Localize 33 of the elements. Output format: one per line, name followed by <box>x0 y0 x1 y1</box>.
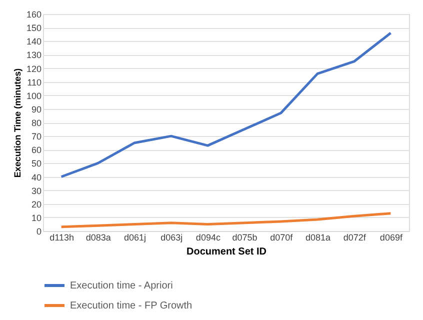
x-tick-label: d061j <box>124 232 146 242</box>
x-tick-label: d072f <box>343 232 366 242</box>
y-tick-label: 160 <box>26 10 42 20</box>
legend-label: Execution time - FP Growth <box>70 300 192 312</box>
legend-label: Execution time - Apriori <box>70 280 173 292</box>
line-series <box>60 32 392 178</box>
y-tick-label: 90 <box>31 104 42 114</box>
y-tick-label: 80 <box>31 118 42 128</box>
y-tick-label: 110 <box>27 77 42 88</box>
y-tick-label: 100 <box>26 90 42 101</box>
y-tick-label: 120 <box>26 64 42 74</box>
x-tick-label: d081a <box>305 232 331 242</box>
y-tick-label: 0 <box>36 226 42 236</box>
y-tick-label: 10 <box>31 212 42 223</box>
x-tick-label: d070f <box>270 232 294 242</box>
y-tick-label: 150 <box>26 23 42 34</box>
y-tick-label: 20 <box>31 199 42 210</box>
line-series <box>60 212 392 228</box>
y-tick-label: 140 <box>26 36 42 47</box>
x-tick-label: d075b <box>232 232 258 242</box>
y-tick-label: 30 <box>31 186 42 196</box>
y-tick-label: 40 <box>31 172 42 182</box>
y-tick-label: 70 <box>31 132 42 142</box>
x-tick-label: d094c <box>196 232 221 242</box>
y-tick-label: 50 <box>31 158 42 169</box>
y-tick-label: 60 <box>31 145 42 156</box>
x-axis-title: Document Set ID <box>186 246 267 258</box>
y-axis-title: Execution Time (minutes) <box>12 68 22 178</box>
x-tick-label: d063j <box>160 232 183 242</box>
y-tick-label: 130 <box>26 50 42 60</box>
x-tick-label: d069f <box>380 232 403 242</box>
x-tick-label: d113h <box>50 232 74 242</box>
x-tick-label: d083a <box>86 232 111 242</box>
